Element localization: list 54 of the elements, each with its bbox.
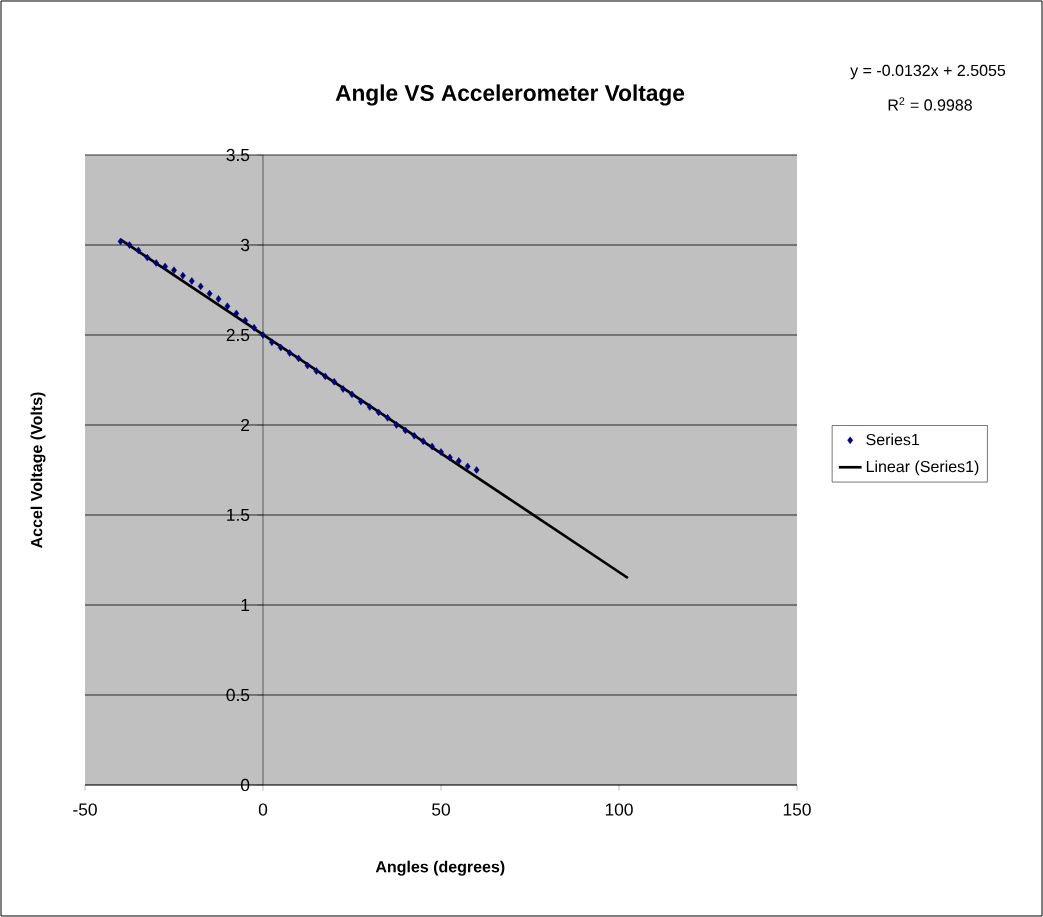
point (402, 426, 409, 435)
point (384, 414, 391, 422)
point (340, 385, 346, 393)
x-tick-label: 100 (605, 803, 633, 816)
legend-label: Series1 (866, 433, 920, 446)
legend-label: Linear (Series1) (866, 460, 979, 476)
point (313, 367, 320, 375)
y-tick-label: 2.5 (226, 328, 250, 342)
x-tick-label: 0 (258, 803, 268, 816)
point (411, 432, 418, 440)
y-tick-label: 0.5 (226, 688, 250, 702)
point (322, 372, 329, 381)
x-tick-label: -50 (73, 803, 97, 816)
point (375, 408, 382, 417)
point (464, 462, 471, 471)
text: y = -0.0132x + 2.5055 (850, 64, 1006, 80)
point (171, 266, 177, 274)
y-tick-label: 1.5 (227, 508, 250, 522)
point (304, 361, 311, 370)
chart-title: Angle VS Accelerometer Voltage (335, 84, 685, 106)
point (242, 316, 249, 325)
point (295, 354, 302, 363)
x-tick-label: 150 (783, 803, 811, 816)
y-tick-label: 1 (241, 599, 250, 611)
point (135, 246, 142, 255)
x-tick-label: 50 (432, 803, 450, 816)
point (420, 437, 427, 445)
y-tick-label: 3.5 (226, 148, 250, 162)
y-axis-title: Accel Voltage (Volts) (30, 392, 46, 548)
point (126, 241, 133, 249)
y-tick-label: 3 (240, 238, 250, 252)
point (473, 466, 480, 474)
point (366, 403, 373, 411)
point (331, 378, 338, 386)
x-axis-title: Angles (degrees) (375, 860, 505, 876)
text: R$^{2}$ = 0.9988 (888, 97, 972, 111)
point (438, 448, 444, 456)
point (455, 457, 462, 465)
point (393, 421, 400, 429)
y-tick-label: 2 (241, 418, 250, 432)
point (269, 338, 275, 346)
point (144, 253, 151, 262)
point (215, 295, 222, 303)
point (233, 309, 240, 318)
point (277, 343, 284, 352)
point (117, 237, 124, 246)
point (224, 302, 231, 310)
point (206, 289, 213, 298)
point (197, 282, 204, 291)
point (188, 277, 195, 285)
point (251, 324, 257, 332)
point (153, 259, 160, 267)
point (260, 331, 266, 339)
point (286, 349, 293, 357)
